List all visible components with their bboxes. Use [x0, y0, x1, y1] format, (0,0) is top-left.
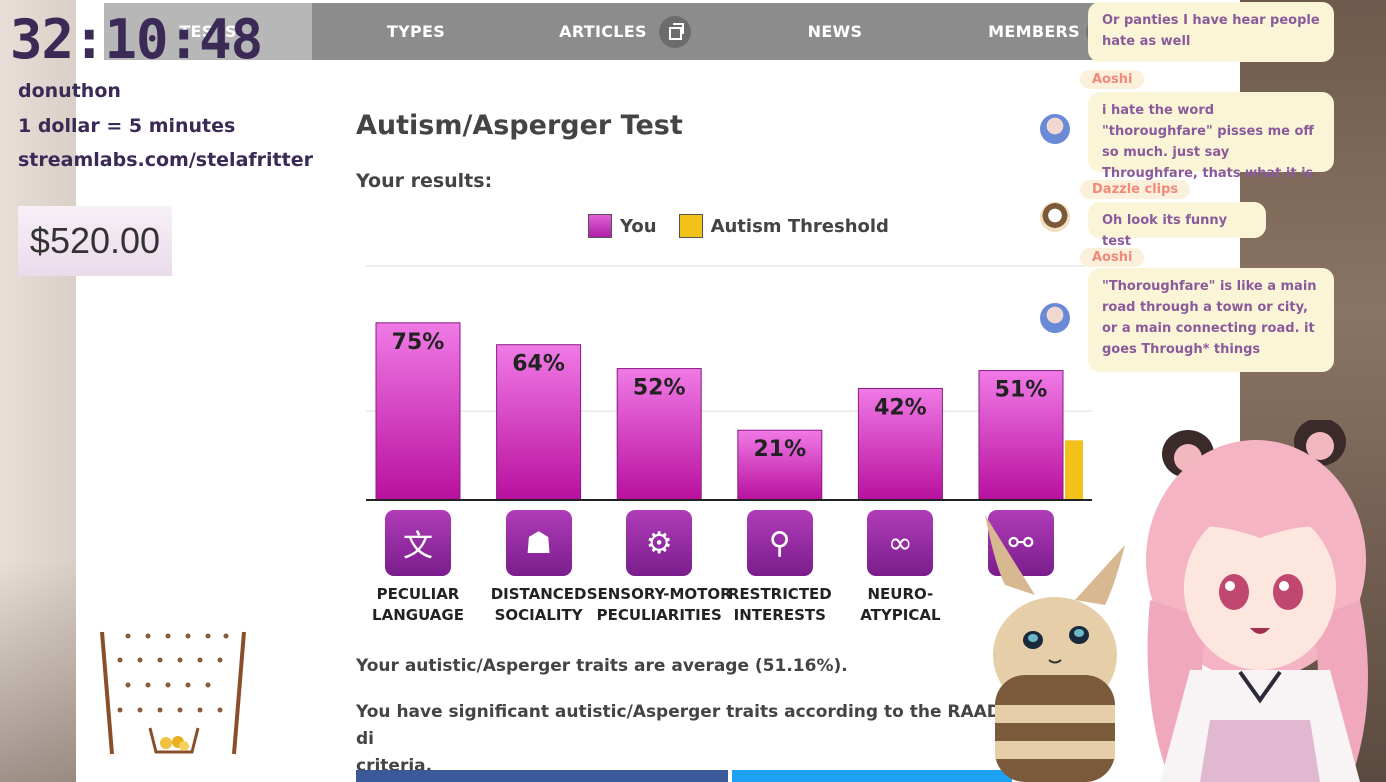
donation-total: $520.00 [18, 206, 172, 276]
results-label: Your results: [356, 170, 493, 192]
chart-category-label: DISTANCED SOCIALITY [490, 585, 587, 624]
translate-icon: 文 [385, 510, 451, 576]
site-nav: TESTS TYPES ARTICLES NEWS MEMBERS [104, 3, 1114, 60]
chart-bar-you [978, 370, 1064, 501]
chart-bar-you [737, 429, 823, 501]
robot-icon: ☗ [505, 510, 572, 576]
chart-value-label: 52% [633, 376, 686, 401]
chart-category-label: PECULIAR LANGUAGE [372, 585, 464, 624]
page-title: Autism/Asperger Test [356, 110, 683, 141]
legend-you-label: You [620, 215, 657, 237]
plinko-board-icon [100, 631, 246, 755]
legend-threshold-label: Autism Threshold [710, 215, 889, 237]
nav-types[interactable]: TYPES [386, 22, 446, 41]
donuthon-timer: 32:10:48 [10, 8, 263, 71]
results-chart: 75% 64% 52% 21% 42% 51% 文 PECULIAR LANGUAGE ☗ DIS… [366, 262, 1094, 642]
significant-text: You have significant autistic/Asperger t… [356, 699, 1016, 780]
chart-value-label: 42% [874, 395, 927, 420]
legend-threshold-swatch [678, 214, 703, 238]
nav-news[interactable]: NEWS [807, 22, 863, 41]
vtuber-avatar [1146, 420, 1368, 782]
chart-category-label: SENSORY-MOTOR PECULIARITIES [586, 585, 732, 624]
results-chart-svg: 75% 64% 52% 21% 42% 51% [366, 265, 1092, 501]
chart-bar-you [375, 322, 461, 501]
donation-link: streamlabs.com/stelafritter [18, 149, 313, 171]
magnifier-icon: ⚲ [746, 510, 813, 576]
chart-category-label: RESTRICTED INTERESTS [727, 585, 832, 624]
chart-value-label: 64% [512, 352, 565, 377]
chat-avatar-dazzle [1040, 202, 1070, 232]
significant-text-line1: You have significant autistic/Asperger t… [356, 702, 1014, 749]
chart-value-label: 51% [995, 378, 1048, 403]
chat-message-2: i hate the word "thoroughfare" pisses me… [1088, 92, 1334, 181]
chart-legend: You Autism Threshold [588, 214, 889, 238]
gears-icon: ⚙ [626, 510, 693, 576]
chat-username-3: Dazzle clips [1080, 180, 1191, 199]
chat-message-4: "Thoroughfare" is like a main road throu… [1088, 268, 1334, 372]
external-window-icon[interactable] [658, 15, 691, 48]
brain-icon: ∞ [867, 510, 934, 576]
summary-text: Your autistic/Asperger traits are averag… [356, 656, 848, 676]
chat-username-2: Aoshi [1080, 70, 1145, 89]
share-twitter-button[interactable] [732, 770, 1012, 782]
chart-bar-threshold [1065, 440, 1083, 500]
plush-cat-figure [985, 515, 1125, 782]
chat-message-3: Oh look its funny test [1088, 202, 1266, 249]
donation-rate: 1 dollar = 5 minutes [18, 115, 236, 137]
chart-bar-you [616, 368, 702, 501]
chart-value-label: 75% [392, 330, 445, 355]
nav-articles[interactable]: ARTICLES [520, 3, 730, 60]
chat-username-4: Aoshi [1080, 248, 1145, 267]
donuthon-label: donuthon [18, 80, 121, 102]
share-facebook-button[interactable] [356, 770, 728, 782]
chart-value-label: 21% [753, 437, 806, 462]
nav-tests[interactable]: TESTS [104, 3, 312, 60]
chat-avatar-aoshi-2 [1040, 303, 1070, 333]
chat-avatar-aoshi [1040, 114, 1070, 144]
chart-bar-you [857, 387, 943, 501]
chart-category-label: NEURO- ATYPICAL [860, 585, 941, 624]
legend-you-swatch [588, 214, 612, 238]
chat-message-1: Or panties I have hear people hate as we… [1088, 2, 1334, 62]
